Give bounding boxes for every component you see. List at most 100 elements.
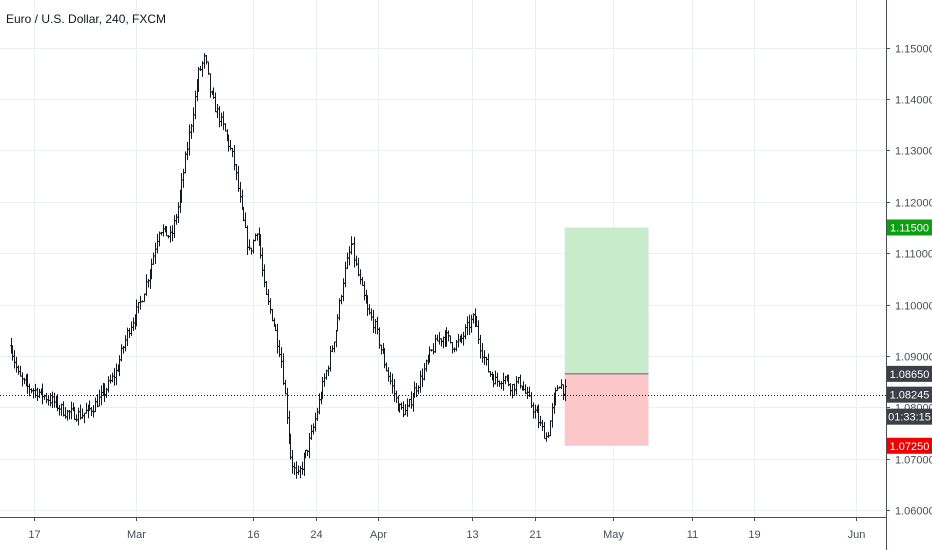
ohlc-bar — [562, 384, 565, 401]
ohlc-bar — [432, 343, 435, 355]
ohlc-bar — [344, 261, 347, 288]
ohlc-bar — [182, 168, 185, 188]
ohlc-bar — [400, 402, 403, 410]
ohlc-bar — [263, 264, 266, 288]
date-tick-label: Mar — [127, 529, 146, 541]
ohlc-bar — [267, 289, 270, 305]
ohlc-bar — [45, 392, 48, 404]
ohlc-bar — [51, 391, 54, 408]
ohlc-bar — [222, 111, 225, 131]
ohlc-bar — [466, 316, 469, 336]
ohlc-bar — [94, 397, 97, 413]
target-price-tag: 1.11500 — [887, 219, 932, 236]
ohlc-bar — [545, 432, 548, 442]
ohlc-bar — [254, 233, 257, 242]
ohlc-bar — [53, 392, 56, 408]
ohlc-bar — [58, 405, 61, 416]
ohlc-bar — [284, 379, 287, 395]
ohlc-bar — [75, 414, 78, 422]
bar-countdown-tag-text: 01:33:15 — [888, 412, 931, 424]
ohlc-bar — [77, 407, 80, 426]
date-tick-label: Jun — [848, 529, 866, 541]
ohlc-bar — [308, 433, 311, 459]
ohlc-bar — [453, 347, 456, 353]
ohlc-bar — [395, 390, 398, 404]
ohlc-bar — [357, 257, 360, 277]
target-price-tag-bg — [887, 219, 932, 236]
ohlc-bar — [218, 106, 221, 128]
ohlc-bar — [511, 384, 514, 399]
ohlc-bar — [152, 252, 155, 265]
ohlc-bar — [564, 379, 567, 402]
ohlc-bar — [120, 344, 123, 362]
ohlc-bar — [19, 365, 22, 377]
date-tick-label: May — [603, 529, 624, 541]
ohlc-bar — [280, 347, 283, 368]
date-tick-label: 21 — [529, 529, 541, 541]
target-price-tag-text: 1.11500 — [890, 222, 929, 234]
last-price-tag-bg — [887, 386, 932, 403]
price-tick-label: 1.09000 — [895, 352, 932, 364]
ohlc-bar — [346, 252, 349, 270]
ohlc-bar — [194, 90, 197, 120]
ohlc-bar — [265, 280, 268, 295]
ohlc-bar — [532, 402, 535, 419]
bar-countdown-tag-bg — [887, 408, 932, 425]
ohlc-bar — [361, 277, 364, 286]
ohlc-bar — [534, 404, 537, 419]
ohlc-bar — [271, 309, 274, 322]
stop-price-tag: 1.07250 — [887, 437, 932, 454]
ohlc-bar — [113, 368, 116, 386]
ohlc-bar — [83, 412, 86, 424]
ohlc-bar — [350, 236, 353, 255]
ohlc-bar — [70, 401, 73, 420]
ohlc-bar — [175, 213, 178, 225]
ohlc-bar — [549, 420, 552, 437]
ohlc-bar — [543, 421, 546, 440]
ohlc-bar — [517, 377, 520, 384]
ohlc-bar — [477, 320, 480, 345]
ohlc-bar — [425, 359, 428, 372]
ohlc-bar — [274, 324, 277, 332]
ohlc-bar — [233, 144, 236, 171]
ohlc-bar — [327, 365, 330, 377]
loss-zone[interactable] — [564, 373, 649, 446]
ohlc-bar — [244, 212, 247, 229]
ohlc-bar — [338, 298, 341, 321]
ohlc-bar — [551, 403, 554, 428]
ohlc-bar — [282, 353, 285, 386]
profit-zone[interactable] — [564, 227, 649, 374]
ohlc-bar — [205, 54, 208, 65]
ohlc-bar — [372, 310, 375, 334]
last-price-tag-text: 1.08245 — [890, 390, 930, 402]
ohlc-bar — [96, 394, 99, 408]
ohlc-bar — [440, 338, 443, 347]
bar-countdown-tag: 01:33:15 — [887, 408, 932, 425]
ohlc-bar — [438, 332, 441, 345]
ohlc-bar — [389, 371, 392, 385]
ohlc-bar — [539, 415, 542, 427]
ohlc-bar — [442, 336, 445, 349]
date-tick-label: 11 — [687, 529, 698, 541]
ohlc-bar — [109, 374, 112, 384]
ohlc-bar — [479, 334, 482, 359]
ohlc-bar — [107, 376, 110, 393]
ohlc-bar — [329, 345, 332, 372]
ohlc-bar — [485, 356, 488, 366]
ohlc-bar — [235, 163, 238, 181]
ohlc-bar — [323, 373, 326, 387]
ohlc-bar — [391, 373, 394, 394]
price-tick-label: 1.06000 — [895, 506, 932, 518]
ohlc-bar — [137, 301, 140, 314]
ohlc-bar — [417, 385, 420, 395]
ohlc-bar — [252, 239, 255, 254]
ohlc-bar — [457, 333, 460, 348]
ohlc-bar — [98, 389, 101, 407]
ohlc-bar — [370, 308, 373, 321]
position-zones[interactable] — [564, 227, 649, 446]
ohlc-bar — [239, 181, 242, 203]
price-tags: 1.11500 1.08650 1.08245 01:33:15 1.07250 — [887, 219, 932, 454]
last-price-tag: 1.08245 — [887, 386, 932, 403]
ohlc-bar — [408, 398, 411, 408]
